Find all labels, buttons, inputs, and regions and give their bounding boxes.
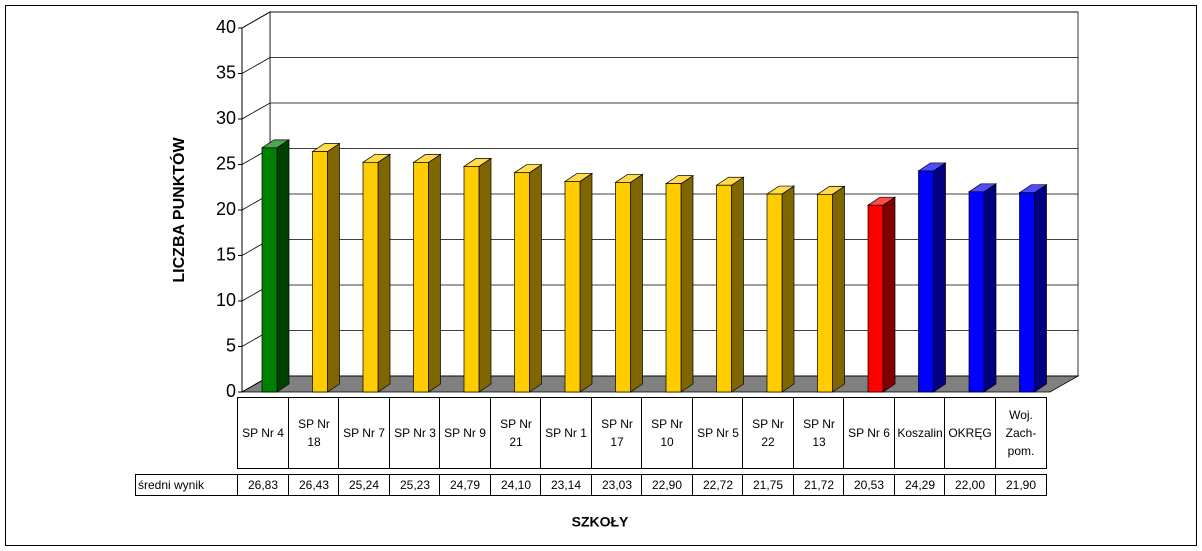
bar xyxy=(816,185,846,393)
data-label: 25,24 xyxy=(338,474,390,496)
grid-line xyxy=(241,102,1078,120)
x-axis-title: SZKOŁY xyxy=(572,514,629,530)
category-label: SP Nr 1 xyxy=(540,397,592,469)
data-label: 26,43 xyxy=(288,474,340,496)
bar xyxy=(715,176,745,393)
bar-front xyxy=(312,151,328,393)
category-label: SP Nr 22 xyxy=(742,397,794,469)
category-label: SP Nr 9 xyxy=(439,397,491,469)
bar-side xyxy=(630,173,643,393)
bar-front xyxy=(968,191,985,393)
bar-side xyxy=(680,174,694,393)
bar-side xyxy=(983,183,997,393)
y-tick-label: 40 xyxy=(216,17,236,37)
data-label: 20,53 xyxy=(843,474,895,496)
bar-front xyxy=(514,172,530,393)
bar-side xyxy=(377,153,391,393)
data-label: 22,90 xyxy=(641,474,693,496)
bar-side xyxy=(276,139,290,393)
category-label: Woj. Zach-pom. xyxy=(995,397,1047,469)
category-label: OKRĘG xyxy=(944,397,996,469)
bar xyxy=(765,185,796,393)
data-label: 22,00 xyxy=(944,474,996,496)
category-label: SP Nr 6 xyxy=(843,397,895,469)
y-tick-label: 35 xyxy=(216,62,236,82)
category-label: Koszalin xyxy=(894,397,946,469)
bar xyxy=(563,172,594,393)
bar xyxy=(1018,184,1048,393)
bar xyxy=(361,153,392,393)
data-label: 21,90 xyxy=(995,474,1047,496)
bar-side xyxy=(529,164,542,393)
y-tick-label: 30 xyxy=(216,108,236,128)
data-label: 25,23 xyxy=(389,474,441,496)
category-label: SP Nr 5 xyxy=(692,397,744,469)
bar-side xyxy=(933,162,946,393)
data-label: 22,72 xyxy=(692,474,744,496)
y-tick-label: 15 xyxy=(216,244,236,264)
bar-front xyxy=(766,193,783,393)
category-label: SP Nr 4 xyxy=(237,397,289,469)
bar-side xyxy=(832,185,845,393)
bar xyxy=(462,157,493,393)
bar xyxy=(513,164,543,393)
data-label: 21,75 xyxy=(742,474,794,496)
category-label: SP Nr 17 xyxy=(591,397,643,469)
category-label: SP Nr 3 xyxy=(389,397,441,469)
bar-front xyxy=(665,183,682,393)
bar xyxy=(614,173,644,393)
bar-front xyxy=(564,181,581,393)
bar xyxy=(866,196,897,393)
bar-front xyxy=(1019,192,1035,393)
data-label: 23,14 xyxy=(540,474,592,496)
bar xyxy=(664,174,695,393)
grid-line xyxy=(241,57,1078,74)
bar-front xyxy=(716,184,732,393)
bar-front xyxy=(615,182,631,393)
bar-front xyxy=(463,166,480,393)
y-tick-label: 5 xyxy=(226,335,236,355)
category-label: SP Nr 13 xyxy=(793,397,845,469)
category-label: SP Nr 10 xyxy=(641,397,693,469)
y-tick-label: 25 xyxy=(216,153,236,173)
y-tick-label: 10 xyxy=(216,290,236,310)
category-label: SP Nr 21 xyxy=(490,397,542,469)
bar xyxy=(967,183,998,393)
data-label: 24,29 xyxy=(894,474,946,496)
data-label: 24,10 xyxy=(490,474,542,496)
bar xyxy=(412,153,442,393)
y-tick-label: 20 xyxy=(216,199,236,219)
y-tick-label: 0 xyxy=(226,381,236,401)
category-label: SP Nr 18 xyxy=(288,397,340,469)
data-label: 26,83 xyxy=(237,474,289,496)
grid-line xyxy=(241,11,1078,29)
bar-front xyxy=(261,147,278,393)
y-axis-title: LICZBA PUNKTÓW xyxy=(169,137,188,283)
bar-side xyxy=(428,153,441,393)
bar-side xyxy=(478,157,492,393)
bar-front xyxy=(867,204,884,393)
bar xyxy=(311,142,341,393)
bar-front xyxy=(413,162,429,393)
bar-side xyxy=(1034,184,1047,393)
data-label: 23,03 xyxy=(591,474,643,496)
bar-side xyxy=(731,176,744,393)
bar-side xyxy=(781,185,795,393)
bar xyxy=(260,139,291,393)
bar-side xyxy=(579,172,593,393)
bar xyxy=(917,162,947,393)
legend-entry: średni wynik xyxy=(135,474,238,496)
bar-front xyxy=(362,161,379,393)
data-label: 21,72 xyxy=(793,474,845,496)
category-label: SP Nr 7 xyxy=(338,397,390,469)
bar-side xyxy=(882,196,896,393)
bar-side xyxy=(327,142,340,393)
bar-front xyxy=(817,193,833,393)
data-label: 24,79 xyxy=(439,474,491,496)
bar-front xyxy=(918,170,934,393)
